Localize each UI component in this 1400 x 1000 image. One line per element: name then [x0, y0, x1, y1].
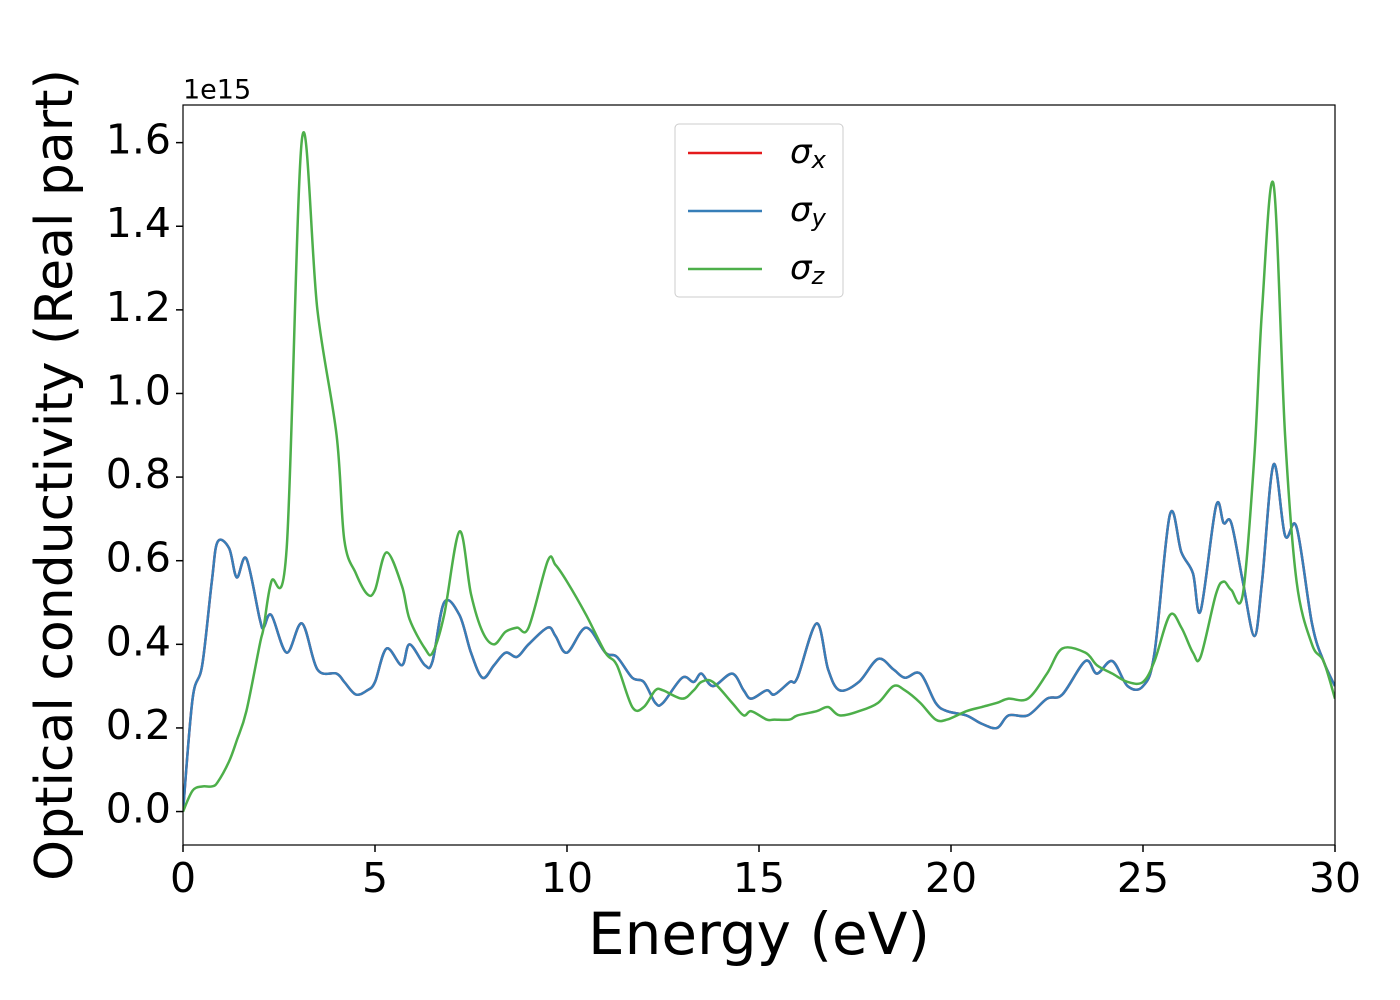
- y-tick-label: 0.6: [106, 534, 171, 582]
- y-tick-label: 1.2: [106, 283, 171, 331]
- x-tick-label: 15: [733, 854, 785, 902]
- legend-label: σy: [790, 190, 827, 233]
- series-line: [183, 131, 1335, 813]
- legend-symbol: σ: [790, 132, 813, 172]
- legend-subscript: y: [811, 204, 827, 232]
- x-axis-label: Energy (eV): [588, 900, 930, 968]
- y-tick-label: 0.2: [106, 701, 171, 749]
- y-tick-label: 0.8: [106, 450, 171, 498]
- legend-symbol: σ: [790, 248, 813, 288]
- x-tick-label: 25: [1117, 854, 1169, 902]
- x-tick-label: 30: [1309, 854, 1361, 902]
- y-tick-label: 1.6: [106, 116, 171, 164]
- x-tick-label: 0: [170, 854, 196, 902]
- series-line: [183, 463, 1335, 812]
- plot-frame: [182, 104, 1336, 846]
- y-axis-label: Optical conductivity (Real part): [25, 69, 85, 881]
- legend-label: σz: [790, 248, 826, 291]
- legend-subscript: x: [811, 146, 827, 174]
- y-offset-label: 1e15: [183, 75, 251, 106]
- x-tick-label: 5: [362, 854, 388, 902]
- y-tick-label: 1.4: [106, 199, 171, 247]
- y-tick-label: 1.0: [106, 366, 171, 414]
- legend-subscript: z: [811, 262, 826, 290]
- y-tick-label: 0.0: [106, 785, 171, 833]
- x-tick-label: 20: [925, 854, 977, 902]
- legend-symbol: σ: [790, 190, 813, 230]
- legend-label: σx: [790, 132, 827, 175]
- x-tick-label: 10: [541, 854, 593, 902]
- y-tick-label: 0.4: [106, 617, 171, 665]
